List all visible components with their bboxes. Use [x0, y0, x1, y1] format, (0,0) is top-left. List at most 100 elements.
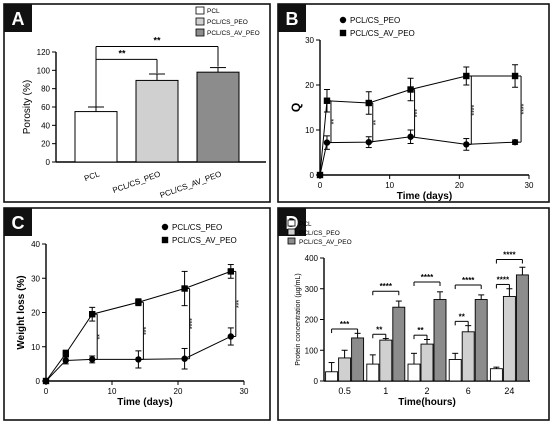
legend-swatch: [195, 6, 205, 15]
sig-label: ****: [503, 251, 516, 260]
sig-label: ****: [380, 282, 393, 291]
data-point: [135, 356, 142, 363]
x-tick-label: 20: [455, 181, 464, 190]
data-point: [316, 171, 324, 179]
bar-PCL: [366, 363, 380, 382]
bar-PCL/CS_PEO: [379, 339, 393, 382]
sig-label: ****: [190, 318, 197, 329]
sig-label: ****: [497, 275, 510, 284]
bar-PCL: [325, 371, 339, 382]
bar-PCL/CS_AV_PEO: [351, 337, 365, 382]
sig-label: ***: [236, 300, 243, 308]
data-point: [62, 350, 69, 357]
x-axis-label: Time (days): [117, 397, 172, 408]
panel-letter: B: [286, 9, 299, 29]
data-point: [89, 311, 96, 318]
sig-label: **: [459, 312, 466, 321]
legend-label: PCL/CS_AV_PEO: [207, 30, 260, 37]
x-tick-label: 2: [424, 386, 429, 396]
legend-swatch: [287, 237, 296, 245]
panel-b: B 0 10 20 30 Q Time (days) 0 10 20 30 PCL/CS_PEO PCL…: [277, 3, 550, 203]
sig-label: ***: [340, 320, 350, 329]
bar-PCL/CS_AV_PEO: [392, 306, 406, 382]
legend-marker: [161, 236, 169, 244]
data-point: [89, 356, 96, 363]
x-tick-label: 6: [466, 386, 471, 396]
data-point: [227, 333, 234, 340]
legend-label: PCL/CS_AV_PEO: [299, 239, 352, 246]
panel-d: D0100200300400Protein concentration (µg/…: [277, 207, 550, 421]
data-point: [511, 72, 519, 80]
sig-label: ****: [471, 104, 478, 115]
y-tick-label: 300: [305, 285, 319, 294]
bar-PCL/CS_PEO: [135, 79, 179, 163]
y-axis-label: Protein concentration (µg/mL): [295, 273, 302, 365]
bar-PCL/CS_AV_PEO: [515, 274, 529, 382]
y-tick-label: 10: [305, 126, 314, 135]
series-line-PCL/CS_AV_PEO: [319, 75, 516, 176]
data-point: [407, 133, 414, 140]
bar-PCL/CS_AV_PEO: [196, 71, 240, 163]
y-tick-label: 80: [41, 85, 50, 94]
data-point: [463, 141, 470, 148]
panel-letter: C: [12, 213, 25, 233]
legend-marker: [339, 16, 347, 24]
bar-PCL/CS_PEO: [502, 295, 516, 382]
y-tick-label: 20: [41, 140, 50, 149]
sig-label: ****: [521, 103, 528, 114]
legend-label: PCL/CS_PEO: [172, 223, 222, 232]
legend-label: PCL/CS_AV_PEO: [350, 29, 415, 38]
x-tick-label: 30: [240, 387, 249, 396]
y-tick-label: 100: [37, 66, 51, 75]
panel-a: A 0 20 40 60 80 100 120 Porosity (%) PCL PCL/CS_PE…: [3, 3, 271, 203]
panel-frame: [277, 3, 550, 203]
y-tick-label: 10: [31, 343, 40, 352]
bar-PCL: [407, 363, 421, 382]
legend-swatch: [287, 228, 296, 236]
y-tick-label: 20: [31, 309, 40, 318]
panel-frame: [3, 207, 271, 421]
y-tick-label: 200: [305, 316, 319, 325]
sig-label: **: [97, 334, 104, 340]
sig-label: ***: [415, 109, 422, 117]
sig-label: **: [118, 48, 126, 58]
x-axis-label: Time(hours): [398, 397, 456, 408]
data-point: [463, 72, 470, 80]
y-axis-label: Weight loss (%): [16, 275, 27, 349]
legend-marker: [161, 223, 169, 231]
panel-letter-box: [278, 4, 306, 32]
bar-PCL: [489, 368, 503, 382]
y-tick-label: 0: [36, 377, 41, 386]
sig-label: **: [376, 325, 383, 334]
panel-letter-box: [4, 208, 32, 236]
x-tick-label: 0.5: [338, 386, 351, 396]
legend-swatch: [287, 219, 296, 227]
data-point: [181, 285, 188, 292]
series-line-PCL/CS_PEO: [319, 136, 516, 176]
legend-label: PCL/CS_PEO: [350, 16, 400, 25]
legend-swatch: [195, 28, 205, 37]
y-tick-label: 30: [31, 274, 40, 283]
sig-label: **: [417, 326, 424, 335]
y-tick-label: 40: [31, 240, 40, 249]
y-axis-label: Porosity (%): [22, 80, 33, 134]
y-tick-label: 120: [37, 48, 51, 57]
data-point: [227, 268, 234, 275]
x-tick-label: 24: [504, 386, 514, 396]
x-tick-label: 20: [174, 387, 183, 396]
legend-label: PCL/CS_PEO: [207, 19, 248, 26]
legend-marker: [339, 29, 347, 37]
y-tick-label: 100: [305, 346, 319, 355]
panel-c: C 0 10 20 30 40 Weight loss (%) Time (days) 0 10 2…: [3, 207, 271, 421]
x-tick-label: 1: [383, 386, 388, 396]
legend-swatch: [195, 17, 205, 26]
sig-label: **: [331, 119, 338, 125]
sig-label: **: [153, 36, 161, 46]
series-line-PCL/CS_PEO: [45, 336, 232, 382]
x-tick-label: 10: [385, 181, 394, 190]
legend-label: PCL/CS_AV_PEO: [172, 236, 237, 245]
y-axis-label: Q: [289, 103, 303, 112]
legend-label: PCL: [299, 221, 312, 228]
x-axis-label: Time (days): [397, 191, 452, 202]
